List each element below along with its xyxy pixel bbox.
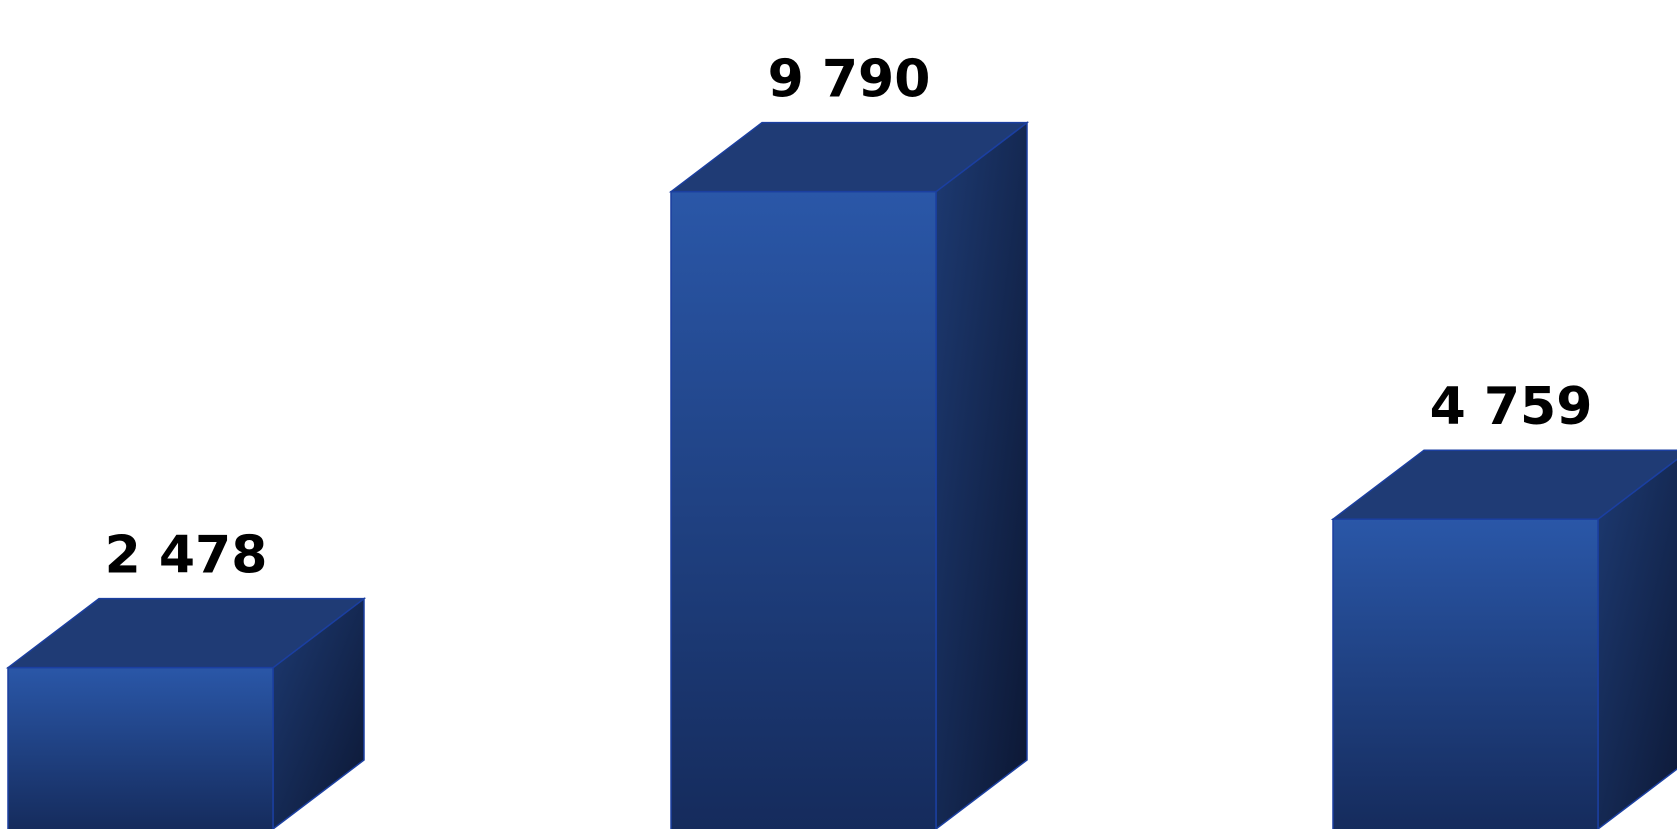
data-label-2: 9 790 xyxy=(768,50,931,110)
data-labels-group: 2 478 9 790 4 759 xyxy=(105,50,1593,586)
data-label-3: 4 759 xyxy=(1430,377,1593,437)
bar-front-face xyxy=(7,666,274,829)
data-label-1: 2 478 xyxy=(105,526,268,586)
bar-3 xyxy=(1330,449,1677,829)
bar-2 xyxy=(668,121,1030,829)
bar-front-face xyxy=(670,190,937,829)
bars-group xyxy=(5,121,1677,829)
bar-side-face xyxy=(935,121,1028,829)
bar-front-face xyxy=(1332,518,1599,829)
bar-1 xyxy=(5,597,367,829)
